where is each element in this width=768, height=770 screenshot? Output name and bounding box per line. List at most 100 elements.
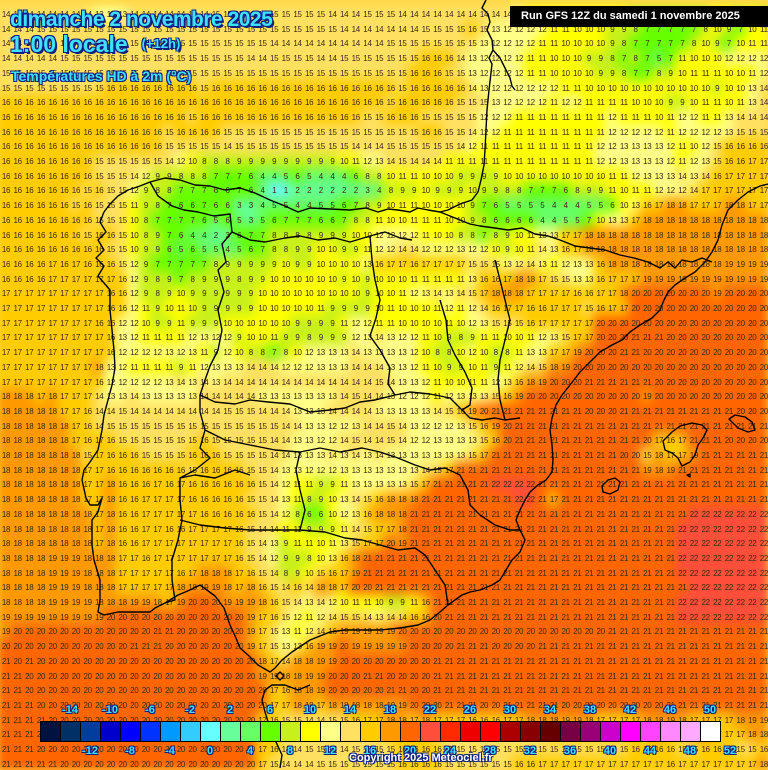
temperature-value: 9 — [466, 172, 478, 181]
legend-swatch — [261, 722, 281, 741]
temperature-value: 21 — [571, 422, 583, 431]
temperature-value: 13 — [292, 451, 304, 460]
temperature-value: 16 — [47, 142, 59, 151]
temperature-value: 17 — [758, 201, 768, 210]
temperature-value: 15 — [245, 451, 257, 460]
temperature-value: 11 — [385, 304, 397, 313]
legend-label-bottom: 52 — [715, 745, 745, 757]
temperature-value: 15 — [385, 142, 397, 151]
temperature-value: 1 — [280, 186, 292, 195]
temperature-value: 17 — [23, 378, 35, 387]
temperature-value: 20 — [630, 319, 642, 328]
copyright: Copyright 2025 Meteociel.fr — [349, 752, 493, 764]
temperature-value: 18 — [700, 231, 712, 240]
temperature-value: 20 — [735, 378, 747, 387]
legend-swatch — [561, 722, 581, 741]
temperature-value: 12 — [536, 333, 548, 342]
temperature-value: 14 — [735, 113, 747, 122]
temperature-value: 13 — [490, 25, 502, 34]
temperature-value: 13 — [548, 245, 560, 254]
temperature-value: 12 — [198, 363, 210, 372]
temperature-value: 21 — [560, 407, 572, 416]
temperature-value: 13 — [408, 451, 420, 460]
temperature-value: 16 — [105, 113, 117, 122]
temperature-value: 14 — [280, 451, 292, 460]
temperature-value: 17 — [58, 407, 70, 416]
temperature-value: 17 — [630, 275, 642, 284]
temperature-value: 8 — [187, 172, 199, 181]
temperature-value: 15 — [105, 245, 117, 254]
temperature-value: 8 — [606, 54, 618, 63]
temperature-value: 14 — [222, 392, 234, 401]
temperature-value: 20 — [711, 348, 723, 357]
temperature-value: 20 — [676, 378, 688, 387]
temperature-value: 13 — [700, 157, 712, 166]
temperature-value: 14 — [688, 186, 700, 195]
temperature-value: 18 — [711, 231, 723, 240]
temperature-value: 11 — [560, 157, 572, 166]
temperature-value: 15 — [560, 333, 572, 342]
temperature-value: 16 — [303, 98, 315, 107]
temperature-value: 21 — [536, 407, 548, 416]
temperature-value: 9 — [431, 186, 443, 195]
temperature-value: 15 — [233, 25, 245, 34]
temperature-value: 14 — [361, 436, 373, 445]
temperature-value: 11 — [140, 333, 152, 342]
temperature-value: 8 — [175, 172, 187, 181]
temperature-value: 17 — [571, 245, 583, 254]
temperature-value: 12 — [443, 304, 455, 313]
temperature-value: 9 — [292, 319, 304, 328]
temperature-value: 21 — [711, 436, 723, 445]
temperature-value: 13 — [396, 363, 408, 372]
temperature-value: 16 — [233, 98, 245, 107]
temperature-value: 13 — [396, 451, 408, 460]
temperature-value: 17 — [82, 275, 94, 284]
temperature-value: 9 — [198, 289, 210, 298]
temperature-value: 20 — [583, 363, 595, 372]
temperature-value: 18 — [12, 451, 24, 460]
temperature-value: 10 — [513, 245, 525, 254]
temperature-value: 15 — [315, 25, 327, 34]
temperature-value: 20 — [595, 348, 607, 357]
temperature-value: 18 — [35, 407, 47, 416]
temperature-value: 16 — [58, 245, 70, 254]
temperature-value: 9 — [245, 289, 257, 298]
forecast-date: dimanche 2 novembre 2025 — [10, 8, 273, 32]
temperature-value: 15 — [222, 69, 234, 78]
temperature-value: 16 — [140, 98, 152, 107]
temperature-value: 5 — [268, 201, 280, 210]
temperature-value: 11 — [525, 157, 537, 166]
temperature-value: 15 — [23, 69, 35, 78]
temperature-value: 16 — [58, 216, 70, 225]
temperature-value: 6 — [187, 245, 199, 254]
temperature-value: 11 — [548, 260, 560, 269]
temperature-value: 13 — [396, 407, 408, 416]
temperature-value: 16 — [595, 260, 607, 269]
temperature-value: 14 — [0, 25, 12, 34]
temperature-value: 18 — [746, 245, 758, 254]
temperature-value: 21 — [583, 422, 595, 431]
temperature-value: 14 — [326, 10, 338, 19]
temperature-value: 17 — [618, 304, 630, 313]
temperature-value: 15 — [361, 10, 373, 19]
temperature-value: 13 — [326, 392, 338, 401]
temperature-value: 15 — [117, 216, 129, 225]
temperature-value: 17 — [746, 157, 758, 166]
temperature-value: 10 — [431, 172, 443, 181]
temperature-value: 12 — [653, 186, 665, 195]
temperature-value: 19 — [688, 275, 700, 284]
temperature-value: 12 — [431, 245, 443, 254]
temperature-value: 11 — [525, 333, 537, 342]
temperature-value: 18 — [47, 451, 59, 460]
temperature-value: 12 — [431, 422, 443, 431]
temperature-value: 20 — [665, 378, 677, 387]
temperature-value: 14 — [408, 10, 420, 19]
temperature-value: 18 — [735, 245, 747, 254]
parameter-title: Températures HD à 2m (°C) — [11, 68, 191, 84]
temperature-value: 11 — [443, 275, 455, 284]
temperature-value: 20 — [641, 436, 653, 445]
ibiza-island — [601, 477, 621, 495]
temperature-value: 11 — [711, 69, 723, 78]
temperature-value: 12 — [303, 466, 315, 475]
